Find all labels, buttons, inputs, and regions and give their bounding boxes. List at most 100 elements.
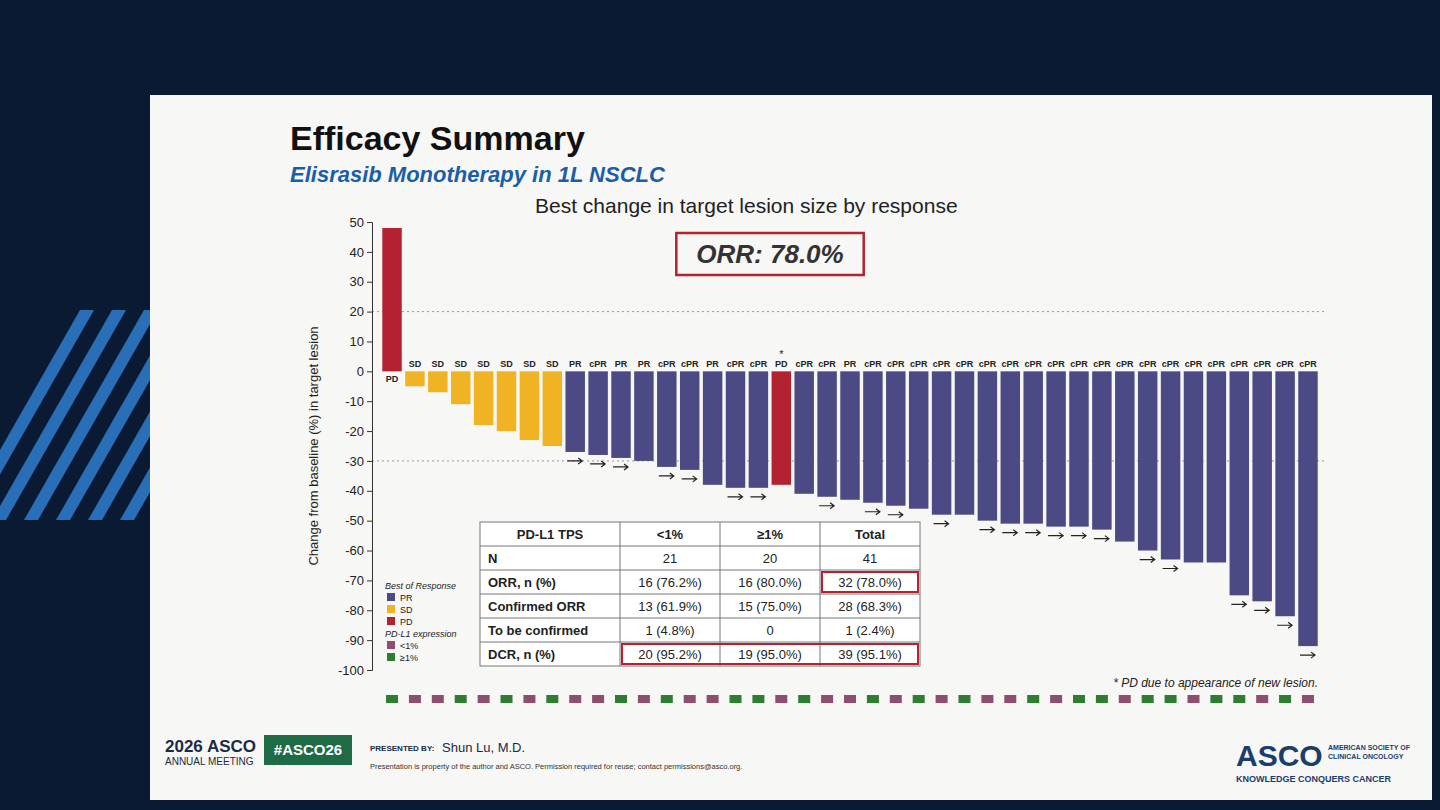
bar <box>886 371 905 505</box>
legend: Best of ResponsePRSDPDPD-L1 expression<1… <box>385 581 457 663</box>
table-cell: To be confirmed <box>488 623 588 638</box>
ongoing-arrow <box>1025 530 1040 536</box>
legend-swatch <box>387 605 395 613</box>
table-cell: 20 <box>763 551 777 566</box>
pdl1-square <box>1302 695 1314 703</box>
orr-annotation: ORR: 78.0% <box>676 233 863 275</box>
ongoing-arrow <box>819 503 834 509</box>
y-tick-label: -20 <box>345 424 364 439</box>
y-tick: -100 <box>338 663 372 678</box>
y-tick-mark <box>367 431 372 432</box>
ongoing-arrow <box>1002 530 1017 536</box>
footer-logo: ASCO <box>1236 739 1323 772</box>
table-cell: 19 (95.0%) <box>738 647 802 662</box>
bar-label: cPR <box>795 359 813 369</box>
y-tick-label: -40 <box>345 483 364 498</box>
pdl1-square <box>546 695 558 703</box>
table-rule <box>480 546 920 547</box>
ongoing-arrow <box>1300 652 1315 658</box>
bar-label: cPR <box>1093 359 1111 369</box>
y-tick-label: -60 <box>345 543 364 558</box>
ongoing-arrow <box>1231 601 1246 607</box>
footnote: * PD due to appearance of new lesion. <box>1113 676 1318 690</box>
table-highlight <box>822 572 918 592</box>
pdl1-square <box>501 695 513 703</box>
pdl1-square <box>1096 695 1108 703</box>
y-axis: -100-90-80-70-60-50-40-30-20-10010203040… <box>338 215 373 678</box>
footer-meeting: 2026 ASCO <box>165 737 256 756</box>
bar-label: cPR <box>910 359 928 369</box>
bar <box>1069 371 1088 526</box>
footer-logo-line: AMERICAN SOCIETY OF <box>1328 744 1411 751</box>
bar-label: cPR <box>887 359 905 369</box>
y-tick: -30 <box>345 454 372 469</box>
pdl1-square <box>661 695 673 703</box>
bar <box>405 371 424 386</box>
ongoing-arrow <box>934 521 949 527</box>
y-tick: -60 <box>345 543 372 558</box>
bar-label: cPR <box>1231 359 1249 369</box>
pdl1-square <box>913 695 925 703</box>
table-cell: 1 (2.4%) <box>845 623 894 638</box>
bar <box>657 371 676 467</box>
y-tick-label: 50 <box>350 215 364 230</box>
y-tick-label: 30 <box>350 274 364 289</box>
pdl1-row <box>386 695 1314 703</box>
y-tick-label: -30 <box>345 454 364 469</box>
table-frame <box>480 522 920 666</box>
y-tick: -50 <box>345 513 372 528</box>
table-cell: Confirmed ORR <box>488 599 586 614</box>
table-cell: 1 (4.8%) <box>645 623 694 638</box>
y-tick: 30 <box>350 274 372 289</box>
bar-label: PR <box>706 359 719 369</box>
bar <box>703 371 722 484</box>
y-tick-label: -50 <box>345 513 364 528</box>
bar <box>382 228 401 371</box>
table-cell: 15 (75.0%) <box>738 599 802 614</box>
bar-label: cPR <box>658 359 676 369</box>
bar <box>1023 371 1042 523</box>
bar-label: PR <box>844 359 857 369</box>
ongoing-arrow <box>1094 536 1109 542</box>
bar <box>863 371 882 502</box>
bar-label: cPR <box>979 359 997 369</box>
pdl1-square <box>684 695 696 703</box>
pdl1-square <box>798 695 810 703</box>
pdl1-square <box>1050 695 1062 703</box>
bar-label: cPR <box>956 359 974 369</box>
orr-text: ORR: 78.0% <box>696 239 843 269</box>
footer: 2026 ASCOANNUAL MEETING#ASCO26PRESENTED … <box>165 735 1411 784</box>
footer-presenter: Shun Lu, M.D. <box>442 740 525 755</box>
bar <box>611 371 630 458</box>
y-axis-line <box>367 223 373 671</box>
y-tick-mark <box>367 371 372 372</box>
pdl1-square <box>638 695 650 703</box>
footer-logo-line: CLINICAL ONCOLOGY <box>1328 753 1404 760</box>
pdl1-square <box>707 695 719 703</box>
table-cell: ORR, n (%) <box>488 575 556 590</box>
legend-title: PD-L1 expression <box>385 629 457 639</box>
legend-title: Best of Response <box>385 581 456 591</box>
ongoing-arrow <box>1071 533 1086 539</box>
y-tick: 0 <box>357 364 372 379</box>
table-cell: 16 (76.2%) <box>638 575 702 590</box>
footer-tagline: KNOWLEDGE CONQUERS CANCER <box>1236 774 1392 784</box>
y-tick-label: -100 <box>338 663 364 678</box>
bars <box>382 228 1317 646</box>
bar-label: cPR <box>727 359 745 369</box>
table-cell: 21 <box>663 551 677 566</box>
bar-label: PR <box>569 359 582 369</box>
pdl1-square <box>386 695 398 703</box>
bar-label: cPR <box>1047 359 1065 369</box>
table-cell: DCR, n (%) <box>488 647 555 662</box>
bar-label: cPR <box>1185 359 1203 369</box>
ongoing-arrow <box>613 464 628 470</box>
pdl1-square <box>1119 695 1131 703</box>
y-tick-label: -80 <box>345 603 364 618</box>
ongoing-arrow <box>888 512 903 518</box>
pdl1-square <box>615 695 627 703</box>
table-cell: N <box>488 551 497 566</box>
chart-title: Best change in target lesion size by res… <box>535 194 958 217</box>
y-tick-mark <box>367 401 372 402</box>
bar-label: PD <box>386 374 399 384</box>
